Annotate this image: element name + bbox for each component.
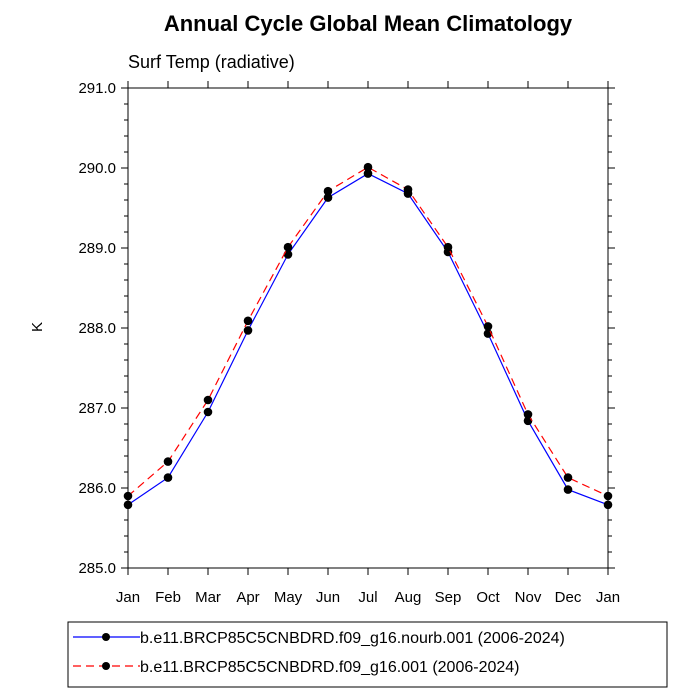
data-point: [323, 193, 333, 202]
x-tick-label: Oct: [476, 589, 500, 606]
data-point: [163, 457, 173, 466]
y-tick-label: 288.0: [78, 320, 116, 337]
x-tick-label: Jan: [596, 589, 620, 606]
y-tick-label: 289.0: [78, 240, 116, 257]
data-point: [323, 186, 333, 196]
y-axis-label: K: [29, 322, 46, 332]
data-point: [203, 407, 213, 417]
data-point: [363, 162, 373, 172]
y-tick-label: 287.0: [78, 400, 116, 417]
series-layer: [123, 162, 613, 510]
chart-title: Annual Cycle Global Mean Climatology: [164, 11, 573, 36]
y-axis: 285.0 286.0 287.0 288.0 289.0 290.0 291.0: [78, 80, 615, 577]
x-axis: Jan Feb Mar Apr May Jun Jul Aug Sep Oct Nov Dec Jan: [116, 81, 620, 606]
legend-box: [67, 621, 668, 688]
x-tick-label: Aug: [395, 589, 422, 606]
data-point: [523, 410, 533, 419]
x-tick-label: Sep: [435, 589, 462, 606]
data-point: [243, 326, 253, 335]
legend-marker: [102, 633, 110, 641]
data-point: [243, 316, 253, 326]
data-point: [363, 169, 373, 178]
plot-area: [127, 87, 609, 569]
legend-marker: [102, 662, 110, 670]
data-point: [203, 395, 213, 405]
data-point: [403, 185, 413, 194]
x-tick-label: May: [274, 589, 303, 606]
data-point: [283, 242, 293, 252]
legend-label: b.e11.BRCP85C5CNBDRD.f09_g16.nourb.001 (…: [140, 630, 565, 647]
data-point: [443, 242, 453, 252]
x-tick-label: Jan: [116, 589, 140, 606]
series-1: [123, 169, 613, 510]
series-2: [123, 162, 613, 501]
series-line: [127, 172, 609, 506]
y-tick-label: 286.0: [78, 480, 116, 497]
x-tick-label: Dec: [555, 589, 582, 606]
data-point: [123, 500, 133, 510]
y-tick-label: 291.0: [78, 80, 116, 97]
x-tick-label: Apr: [236, 589, 259, 606]
series-line: [127, 166, 609, 497]
plot-frame: [127, 87, 609, 569]
x-tick-label: Jul: [358, 589, 377, 606]
x-tick-label: Jun: [316, 589, 340, 606]
x-tick-label: Nov: [515, 589, 542, 606]
data-point: [163, 473, 173, 482]
data-point: [483, 322, 493, 331]
legend-label: b.e11.BRCP85C5CNBDRD.f09_g16.001 (2006-2…: [140, 659, 519, 676]
legend: b.e11.BRCP85C5CNBDRD.f09_g16.nourb.001 (…: [67, 621, 668, 688]
data-point: [603, 491, 613, 501]
data-point: [563, 473, 573, 482]
data-point: [603, 500, 613, 510]
x-tick-label: Mar: [195, 589, 221, 606]
data-point: [123, 491, 133, 501]
x-tick-label: Feb: [155, 589, 181, 606]
data-point: [563, 485, 573, 494]
chart-subtitle: Surf Temp (radiative): [128, 52, 295, 72]
y-tick-label: 290.0: [78, 160, 116, 177]
y-tick-label: 285.0: [78, 560, 116, 577]
